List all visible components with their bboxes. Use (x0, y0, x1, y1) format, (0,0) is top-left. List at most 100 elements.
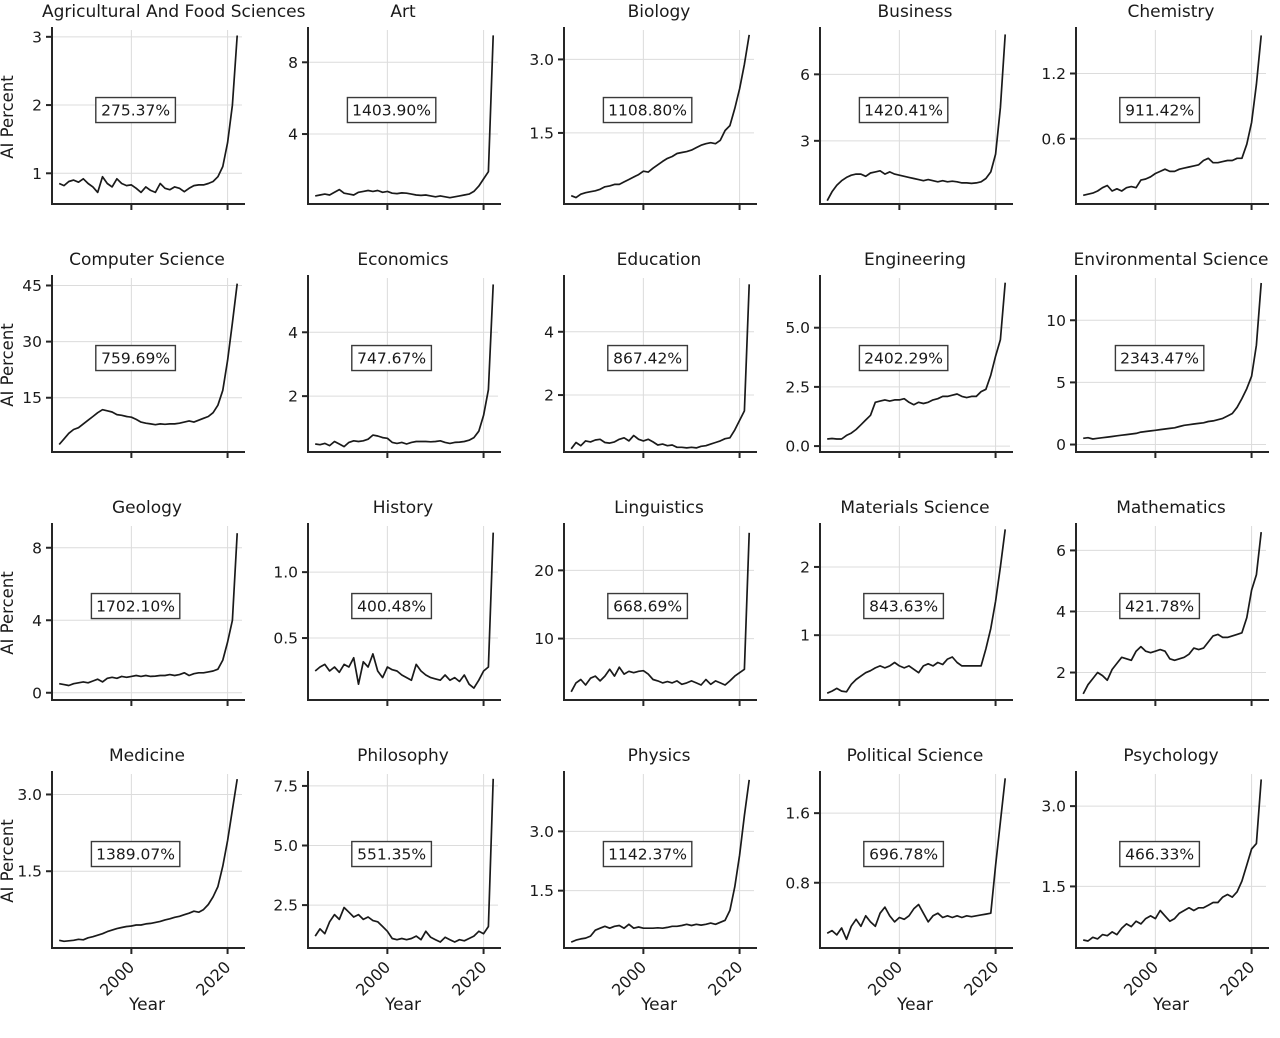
x-tick-label: 2020 (448, 957, 490, 999)
y-tick-label: 3.0 (1041, 798, 1066, 816)
y-tick-label: 10 (534, 630, 554, 648)
annotation-box (602, 96, 693, 124)
chart-title: Philosophy (357, 746, 449, 766)
y-tick-label: 5 (1056, 374, 1066, 392)
y-tick-label: 1.5 (529, 124, 554, 142)
subplot-biology: Biology 1.5 3.0 1108.80% (512, 0, 768, 248)
annotation-value: 696.78% (869, 846, 938, 864)
x-axis-label: Year (128, 995, 165, 1015)
y-tick-label: 0.8 (785, 874, 810, 892)
y-tick-label: 6 (1056, 542, 1066, 560)
annotation-value: 1702.10% (96, 598, 175, 616)
chart-title: Engineering (864, 250, 966, 270)
subplot-economics: Economics 2 4 747.67% (256, 248, 512, 496)
subplot-environmental-science: Environmental Science 0 5 10 2343.47% (1024, 248, 1280, 496)
chart-canvas: 2 4 747.67% (288, 275, 501, 458)
y-tick-label: 8 (32, 539, 42, 557)
y-axis-label: AI Percent (0, 75, 17, 159)
annotation-box (95, 96, 177, 124)
data-line (826, 778, 1007, 941)
chart-title: Art (390, 2, 416, 22)
y-tick-label: 2 (32, 97, 42, 115)
annotation-box (351, 840, 433, 868)
chart-canvas: 1.5 3.0 2000 2020 1389.07% AI Percent Year (0, 771, 245, 1015)
y-tick-label: 2 (544, 387, 554, 405)
annotation-value: 466.33% (1125, 846, 1194, 864)
chart-title: Education (616, 250, 702, 270)
data-line (827, 282, 1007, 440)
y-tick-label: 1.5 (529, 882, 554, 900)
y-tick-label: 4 (32, 612, 42, 630)
data-line (1083, 282, 1263, 440)
data-line (314, 532, 495, 689)
chart-title: Agricultural And Food Sciences (42, 2, 306, 22)
subplot-medicine: Medicine 1.5 3.0 2000 2020 1389.07% AI Percent… (0, 744, 256, 1038)
y-tick-label: 2 (800, 558, 810, 576)
annotation-value: 2343.47% (1120, 350, 1199, 368)
subplot-political-science: Political Science 0.8 1.6 2000 2020 696.78% Ye… (768, 744, 1024, 1038)
annotation-box (351, 344, 433, 372)
chart-canvas: 0.8 1.6 2000 2020 696.78% Year (785, 771, 1013, 1015)
x-axis-label: Year (384, 995, 421, 1015)
annotation-box (863, 840, 945, 868)
data-line (570, 34, 751, 199)
subplot-linguistics: Linguistics 10 20 668.69% (512, 496, 768, 744)
y-tick-label: 5.0 (785, 319, 810, 337)
annotation-value: 1389.07% (96, 846, 175, 864)
annotation-box (1114, 344, 1205, 372)
data-line (1083, 35, 1263, 197)
chart-title: Business (877, 2, 953, 22)
chart-title: Geology (111, 498, 182, 518)
y-tick-label: 20 (534, 562, 554, 580)
data-line (570, 532, 751, 693)
chart-title: Materials Science (840, 498, 990, 518)
x-axis-label: Year (896, 995, 933, 1015)
chart-title: Chemistry (1127, 2, 1215, 22)
y-axis-label: AI Percent (0, 571, 17, 655)
subplot-philosophy: Philosophy 2.5 5.0 7.5 2000 2020 551.35% Year (256, 744, 512, 1038)
chart-title: Environmental Science (1073, 250, 1269, 270)
y-tick-label: 0 (32, 684, 42, 702)
annotation-box (1119, 840, 1201, 868)
annotation-value: 2402.29% (864, 350, 943, 368)
y-tick-label: 2 (288, 388, 298, 406)
chart-canvas: 1 2 3 275.37% AI Percent (0, 27, 245, 210)
chart-canvas: 4 8 1403.90% (288, 27, 501, 210)
chart-canvas: 0.6 1.2 911.42% (1041, 27, 1269, 210)
annotation-value: 759.69% (101, 350, 170, 368)
annotation-box (858, 96, 949, 124)
y-tick-label: 30 (22, 333, 42, 351)
x-tick-label: 2000 (864, 957, 906, 999)
chart-canvas: 0.0 2.5 5.0 2402.29% (785, 275, 1013, 458)
chart-canvas: 1.5 3.0 2000 2020 466.33% Year (1041, 771, 1269, 1015)
annotation-value: 400.48% (357, 598, 426, 616)
y-tick-label: 3.0 (529, 51, 554, 69)
annotation-box (1119, 592, 1201, 620)
chart-canvas: 15 30 45 759.69% AI Percent (0, 275, 245, 458)
y-tick-label: 0.6 (1041, 130, 1066, 148)
chart-canvas: 2.5 5.0 7.5 2000 2020 551.35% Year (273, 771, 501, 1015)
subplot-mathematics: Mathematics 2 4 6 421.78% (1024, 496, 1280, 744)
chart-title: Physics (627, 746, 691, 766)
annotation-value: 1142.37% (608, 846, 687, 864)
subplot-art: Art 4 8 1403.90% (256, 0, 512, 248)
data-line (315, 284, 495, 448)
data-line (1082, 532, 1263, 695)
data-line (58, 35, 239, 194)
y-tick-label: 4 (288, 324, 298, 342)
chart-title: Psychology (1123, 746, 1219, 766)
chart-title: History (372, 498, 434, 518)
data-line (570, 779, 751, 943)
y-tick-label: 15 (22, 389, 42, 407)
y-tick-label: 1.2 (1041, 65, 1066, 83)
x-axis-label: Year (640, 995, 677, 1015)
data-line (59, 533, 239, 687)
y-tick-label: 3.0 (529, 823, 554, 841)
data-line (315, 35, 495, 199)
x-axis-label: Year (1152, 995, 1189, 1015)
x-tick-label: 2000 (608, 957, 650, 999)
y-tick-label: 0 (1056, 436, 1066, 454)
chart-canvas: 2 4 867.42% (544, 275, 757, 458)
x-tick-label: 2000 (352, 957, 394, 999)
